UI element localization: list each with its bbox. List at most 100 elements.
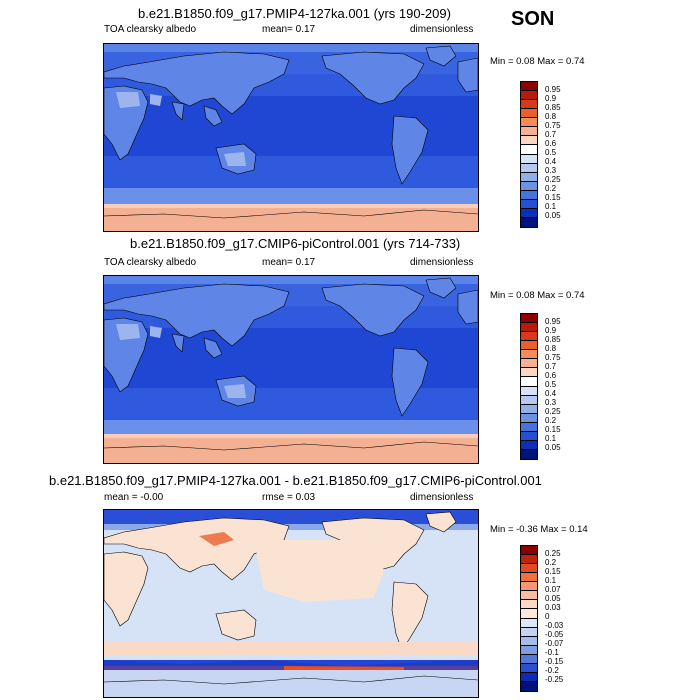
panel3-units: dimensionless xyxy=(410,492,474,503)
panel2-mean: mean= 0.17 xyxy=(262,257,316,268)
panel1-cb-swatch xyxy=(521,217,537,227)
panel3-cb-swatch xyxy=(521,645,537,655)
panel2-cb-swatch xyxy=(521,314,537,324)
panel3-cb-swatch xyxy=(521,663,537,673)
panel3-cb-label: 0 xyxy=(545,612,550,621)
panel1-cb-swatch xyxy=(521,172,537,182)
panel2-cb-swatch xyxy=(521,422,537,432)
panel3-map xyxy=(103,509,479,698)
panel3-cb-label: -0.03 xyxy=(545,621,564,630)
panel3-cb-label: 0.15 xyxy=(545,567,561,576)
panel2-cb-label: 0.5 xyxy=(545,380,557,389)
panel2-cb-label: 0.75 xyxy=(545,353,561,362)
panel2-cb-label: 0.4 xyxy=(545,389,557,398)
panel3-cb-label: -0.2 xyxy=(545,666,559,675)
panel2-cb-swatch xyxy=(521,350,537,360)
panel3-cb-swatch xyxy=(521,555,537,565)
panel2-cb-label: 0.95 xyxy=(545,317,561,326)
panel3-cb-label: 0.1 xyxy=(545,576,557,585)
panel3-cb-swatch xyxy=(521,636,537,646)
panel3-cb-swatch xyxy=(521,600,537,610)
panel1-cb-label: 0.95 xyxy=(545,85,561,94)
panel2-cb-swatch xyxy=(521,377,537,387)
panel3-cb-swatch xyxy=(521,546,537,556)
panel3-cb-swatch xyxy=(521,618,537,628)
panel3-mean: mean = -0.00 xyxy=(104,492,164,503)
panel1-cb-label: 0.8 xyxy=(545,112,557,121)
panel2-map xyxy=(103,275,479,464)
panel3-cb-label: 0.05 xyxy=(545,594,561,603)
panel2-map-svg xyxy=(104,276,478,463)
panel1-cb-label: 0.5 xyxy=(545,148,557,157)
panel3-cb-label: 0.2 xyxy=(545,558,557,567)
panel1-title: b.e21.B1850.f09_g17.PMIP4-127ka.001 (yrs… xyxy=(138,6,451,21)
panel2-cb-swatch xyxy=(521,323,537,333)
panel1-cb-label: 0.85 xyxy=(545,103,561,112)
panel2-cb-swatch xyxy=(521,386,537,396)
panel2-cb-label: 0.7 xyxy=(545,362,557,371)
panel2-cb-swatch xyxy=(521,332,537,342)
panel3-cb-label: 0.25 xyxy=(545,549,561,558)
panel1-cb-swatch xyxy=(521,118,537,128)
panel1-cb-swatch xyxy=(521,199,537,209)
panel1-cb-swatch xyxy=(521,154,537,164)
panel3-cb-label: -0.07 xyxy=(545,639,564,648)
panel2-cb-label: 0.05 xyxy=(545,443,561,452)
panel1-cb-swatch xyxy=(521,82,537,92)
panel2-cb-swatch xyxy=(521,359,537,369)
panel3-cb-label: -0.25 xyxy=(545,675,564,684)
panel3-cb-swatch xyxy=(521,609,537,619)
panel1-cb-label: 0.15 xyxy=(545,193,561,202)
panel1-cb-label: 0.1 xyxy=(545,202,557,211)
panel2-cb-swatch xyxy=(521,404,537,414)
panel1-cb-label: 0.4 xyxy=(545,157,557,166)
panel2-cb-swatch xyxy=(521,341,537,351)
panel1-cb-label: 0.7 xyxy=(545,130,557,139)
panel3-cb-swatch xyxy=(521,582,537,592)
panel1-cb-swatch xyxy=(521,127,537,137)
panel1-cb-label: 0.3 xyxy=(545,166,557,175)
panel2-cb-label: 0.6 xyxy=(545,371,557,380)
panel3-cb-swatch xyxy=(521,573,537,583)
panel2-cb-label: 0.3 xyxy=(545,398,557,407)
panel2-cb-label: 0.9 xyxy=(545,326,557,335)
panel1-cb-swatch xyxy=(521,163,537,173)
panel1-cb-swatch xyxy=(521,181,537,191)
panel2-cb-swatch xyxy=(521,449,537,459)
panel2-variable: TOA clearsky albedo xyxy=(104,257,197,268)
panel3-cb-label: -0.1 xyxy=(545,648,559,657)
panel2-cb-swatch xyxy=(521,413,537,423)
panel1-cb-swatch xyxy=(521,136,537,146)
panel1-cb-label: 0.75 xyxy=(545,121,561,130)
panel3-cb-label: -0.15 xyxy=(545,657,564,666)
panel2-minmax: Min = 0.08 Max = 0.74 xyxy=(490,290,585,301)
panel2-cb-swatch xyxy=(521,431,537,441)
panel1-variable: TOA clearsky albedo xyxy=(104,24,197,35)
season-label: SON xyxy=(511,8,555,30)
panel1-map-svg xyxy=(104,44,478,231)
panel3-map-svg xyxy=(104,510,478,697)
panel2-cb-label: 0.85 xyxy=(545,335,561,344)
panel1-colorbar xyxy=(520,81,538,228)
panel3-cb-label: 0.07 xyxy=(545,585,561,594)
panel2-cb-label: 0.1 xyxy=(545,434,557,443)
panel1-cb-swatch xyxy=(521,91,537,101)
panel3-cb-swatch xyxy=(521,654,537,664)
panel3-cb-swatch xyxy=(521,591,537,601)
panel1-map xyxy=(103,43,479,232)
panel1-cb-swatch xyxy=(521,109,537,119)
panel1-cb-swatch xyxy=(521,208,537,218)
panel2-cb-label: 0.2 xyxy=(545,416,557,425)
panel2-cb-label: 0.25 xyxy=(545,407,561,416)
panel2-cb-label: 0.15 xyxy=(545,425,561,434)
panel1-cb-swatch xyxy=(521,190,537,200)
panel3-minmax: Min = -0.36 Max = 0.14 xyxy=(490,524,588,535)
panel2-colorbar xyxy=(520,313,538,460)
panel1-cb-label: 0.9 xyxy=(545,94,557,103)
panel2-cb-swatch xyxy=(521,368,537,378)
panel1-cb-swatch xyxy=(521,145,537,155)
panel1-mean: mean= 0.17 xyxy=(262,24,316,35)
panel2-cb-swatch xyxy=(521,395,537,405)
panel1-cb-swatch xyxy=(521,100,537,110)
panel3-cb-label: 0.03 xyxy=(545,603,561,612)
